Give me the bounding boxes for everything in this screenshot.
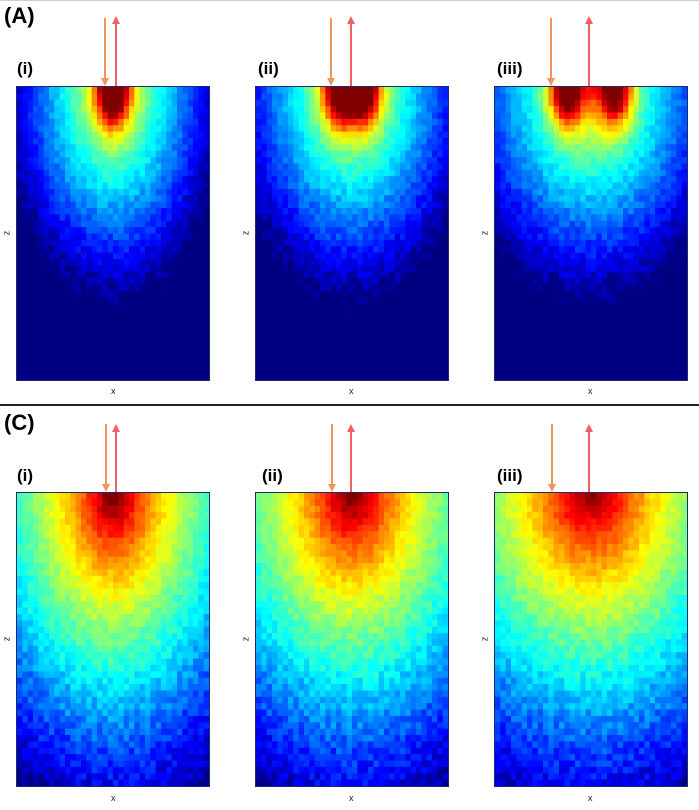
heatmap bbox=[16, 86, 210, 381]
z-axis-label: z bbox=[479, 636, 490, 642]
heatmap-svg bbox=[495, 493, 687, 786]
incident-arrow bbox=[547, 18, 555, 86]
heatmap bbox=[255, 86, 449, 381]
section-label-c: (C) bbox=[4, 410, 35, 435]
incident-arrow bbox=[327, 18, 335, 86]
z-axis-label: z bbox=[479, 230, 490, 236]
top-rule bbox=[0, 0, 699, 1]
heatmap bbox=[16, 492, 210, 787]
panel-label: (iii) bbox=[497, 59, 523, 78]
incident-arrow bbox=[102, 424, 110, 492]
section-divider bbox=[0, 404, 699, 406]
heatmap-svg bbox=[256, 493, 448, 786]
z-axis-label: z bbox=[1, 230, 12, 236]
exit-arrow bbox=[347, 16, 355, 86]
heatmap-svg bbox=[256, 87, 448, 380]
x-axis-label: x bbox=[349, 386, 354, 396]
panel-label: (i) bbox=[17, 59, 34, 78]
panel-label: (ii) bbox=[258, 59, 279, 78]
x-axis-label: x bbox=[111, 386, 116, 396]
heatmap bbox=[494, 86, 688, 381]
x-axis-label: x bbox=[588, 386, 593, 396]
panel-label: (i) bbox=[17, 466, 34, 485]
x-axis-label: x bbox=[588, 793, 593, 803]
x-axis-label: x bbox=[349, 793, 354, 803]
exit-arrow bbox=[112, 16, 120, 86]
heatmap-svg bbox=[17, 493, 209, 786]
exit-arrow bbox=[112, 424, 120, 492]
incident-arrow bbox=[328, 424, 336, 492]
z-axis-label: z bbox=[240, 230, 251, 236]
exit-arrow bbox=[585, 424, 593, 492]
heatmap bbox=[494, 492, 688, 787]
incident-arrow bbox=[548, 424, 556, 492]
heatmap-svg bbox=[495, 87, 687, 380]
heatmap bbox=[255, 492, 449, 787]
heatmap-svg bbox=[17, 87, 209, 380]
exit-arrow bbox=[585, 16, 593, 86]
section-label-a: (A) bbox=[4, 3, 35, 28]
incident-arrow bbox=[101, 18, 109, 86]
panel-label: (iii) bbox=[497, 466, 523, 485]
z-axis-label: z bbox=[1, 636, 12, 642]
x-axis-label: x bbox=[111, 793, 116, 803]
panel-label: (ii) bbox=[262, 466, 283, 485]
z-axis-label: z bbox=[240, 636, 251, 642]
exit-arrow bbox=[347, 424, 355, 492]
